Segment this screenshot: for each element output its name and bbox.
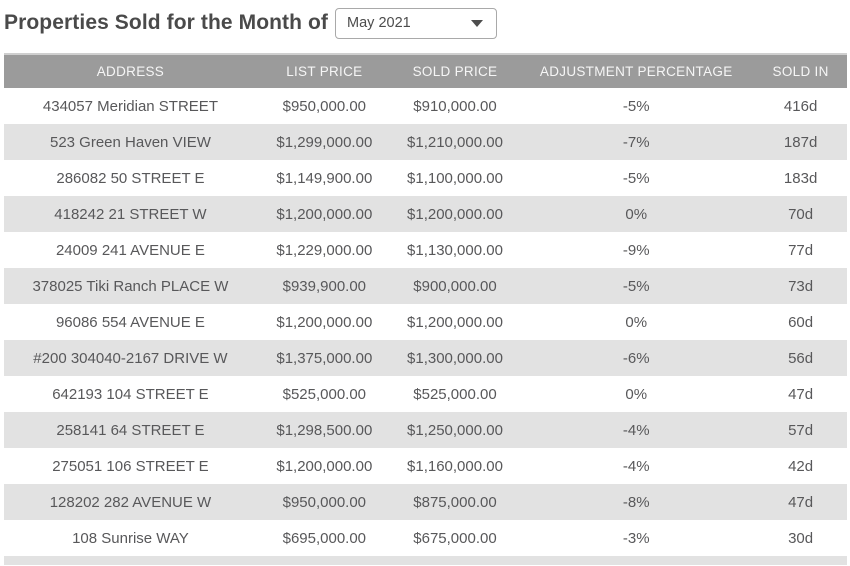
month-dropdown-value: May 2021 — [347, 15, 411, 31]
cell-address: 108 Sunrise WAY — [4, 520, 257, 556]
cell-address: 378025 Tiki Ranch PLACE W — [4, 268, 257, 304]
cell-sold-in: 70d — [754, 196, 847, 232]
column-header-list-price: LIST PRICE — [256, 54, 392, 88]
cell-adjustment-percentage: -8% — [518, 484, 755, 520]
cell-list-price: $950,000.00 — [256, 88, 392, 124]
cell-adjustment-percentage: 0% — [518, 196, 755, 232]
table-row: 108 Sunrise WAY $695,000.00 $675,000.00 -3%… — [4, 520, 847, 556]
report-header: Properties Sold for the Month of May 202… — [0, 0, 850, 46]
cell-sold-price: $1,160,000.00 — [391, 448, 519, 484]
cell-sold-price: $900,000.00 — [391, 268, 519, 304]
table-row: 523 Green Haven VIEW $1,299,000.00 $1,210,… — [4, 124, 847, 160]
cell-sold-in: 47d — [754, 484, 847, 520]
cell-adjustment-percentage: -4% — [518, 448, 755, 484]
cell-sold-price: $910,000.00 — [391, 88, 519, 124]
cell-adjustment-percentage: -5% — [518, 160, 755, 196]
table-row: 434057 Meridian STREET $950,000.00 $910,00… — [4, 88, 847, 124]
cell-list-price: $1,375,000.00 — [256, 340, 392, 376]
cell-adjustment-percentage: -4% — [518, 412, 755, 448]
table-row: 275051 106 STREET E $1,200,000.00 $1,160,0… — [4, 448, 847, 484]
table-row: #200 304040-2167 DRIVE W $1,375,000.00 $1,… — [4, 340, 847, 376]
cell-list-price: $695,000.00 — [256, 520, 392, 556]
table-header-row: ADDRESS LIST PRICE SOLD PRICE ADJUSTMENT… — [4, 54, 847, 88]
cell-sold-in: 57d — [754, 412, 847, 448]
cell-sold-in: 416d — [754, 88, 847, 124]
table-row: 128202 282 AVENUE W $950,000.00 $875,000.0… — [4, 484, 847, 520]
table-row: 418242 21 STREET W $1,200,000.00 $1,200,00… — [4, 196, 847, 232]
cell-address: 286082 50 STREET E — [4, 160, 257, 196]
cell-sold-price: $1,210,000.00 — [391, 124, 519, 160]
cell-list-price: $1,200,000.00 — [256, 448, 392, 484]
cell-sold-in: 183d — [754, 160, 847, 196]
cell-list-price: $1,200,000.00 — [256, 304, 392, 340]
column-header-adjustment-percentage: ADJUSTMENT PERCENTAGE — [518, 54, 755, 88]
table-body: 434057 Meridian STREET $950,000.00 $910,00… — [4, 88, 847, 556]
cell-address: 418242 21 STREET W — [4, 196, 257, 232]
cell-address: 128202 282 AVENUE W — [4, 484, 257, 520]
cell-sold-price: $1,250,000.00 — [391, 412, 519, 448]
cell-address: 642193 104 STREET E — [4, 376, 257, 412]
cell-address: #200 304040-2167 DRIVE W — [4, 340, 257, 376]
cell-list-price: $1,299,000.00 — [256, 124, 392, 160]
month-dropdown[interactable]: May 2021 — [335, 7, 498, 39]
table-header: ADDRESS LIST PRICE SOLD PRICE ADJUSTMENT… — [4, 54, 847, 88]
table-row: 286082 50 STREET E $1,149,900.00 $1,100,00… — [4, 160, 847, 196]
properties-table: ADDRESS LIST PRICE SOLD PRICE ADJUSTMENT… — [4, 53, 847, 556]
chevron-down-icon — [471, 19, 484, 27]
cell-adjustment-percentage: 0% — [518, 304, 755, 340]
cell-list-price: $525,000.00 — [256, 376, 392, 412]
table-row: 258141 64 STREET E $1,298,500.00 $1,250,00… — [4, 412, 847, 448]
cell-sold-price: $1,300,000.00 — [391, 340, 519, 376]
cell-adjustment-percentage: -5% — [518, 88, 755, 124]
cell-address: 258141 64 STREET E — [4, 412, 257, 448]
cell-sold-price: $1,200,000.00 — [391, 196, 519, 232]
cell-sold-in: 60d — [754, 304, 847, 340]
page-title: Properties Sold for the Month of — [4, 11, 329, 34]
cell-adjustment-percentage: -5% — [518, 268, 755, 304]
cell-sold-in: 187d — [754, 124, 847, 160]
cell-list-price: $1,229,000.00 — [256, 232, 392, 268]
cell-adjustment-percentage: -6% — [518, 340, 755, 376]
cell-sold-price: $1,130,000.00 — [391, 232, 519, 268]
cell-sold-price: $525,000.00 — [391, 376, 519, 412]
cell-address: 434057 Meridian STREET — [4, 88, 257, 124]
table-row: 642193 104 STREET E $525,000.00 $525,000.0… — [4, 376, 847, 412]
cell-address: 523 Green Haven VIEW — [4, 124, 257, 160]
column-header-sold-price: SOLD PRICE — [391, 54, 519, 88]
cell-address: 96086 554 AVENUE E — [4, 304, 257, 340]
cell-adjustment-percentage: 0% — [518, 376, 755, 412]
cell-sold-in: 47d — [754, 376, 847, 412]
cell-list-price: $1,149,900.00 — [256, 160, 392, 196]
cell-sold-price: $675,000.00 — [391, 520, 519, 556]
column-header-sold-in: SOLD IN — [754, 54, 847, 88]
cell-address: 275051 106 STREET E — [4, 448, 257, 484]
column-header-address: ADDRESS — [4, 54, 257, 88]
table-row: 378025 Tiki Ranch PLACE W $939,900.00 $900… — [4, 268, 847, 304]
cell-adjustment-percentage: -9% — [518, 232, 755, 268]
cell-sold-in: 77d — [754, 232, 847, 268]
table-row: 24009 241 AVENUE E $1,229,000.00 $1,130,00… — [4, 232, 847, 268]
table-row-partial — [4, 556, 847, 565]
cell-sold-in: 30d — [754, 520, 847, 556]
cell-sold-price: $1,200,000.00 — [391, 304, 519, 340]
table-row: 96086 554 AVENUE E $1,200,000.00 $1,200,00… — [4, 304, 847, 340]
cell-sold-price: $875,000.00 — [391, 484, 519, 520]
cell-sold-in: 56d — [754, 340, 847, 376]
cell-adjustment-percentage: -3% — [518, 520, 755, 556]
cell-list-price: $1,200,000.00 — [256, 196, 392, 232]
cell-list-price: $939,900.00 — [256, 268, 392, 304]
cell-list-price: $950,000.00 — [256, 484, 392, 520]
cell-address: 24009 241 AVENUE E — [4, 232, 257, 268]
cell-adjustment-percentage: -7% — [518, 124, 755, 160]
cell-sold-price: $1,100,000.00 — [391, 160, 519, 196]
cell-sold-in: 42d — [754, 448, 847, 484]
cell-sold-in: 73d — [754, 268, 847, 304]
cell-list-price: $1,298,500.00 — [256, 412, 392, 448]
